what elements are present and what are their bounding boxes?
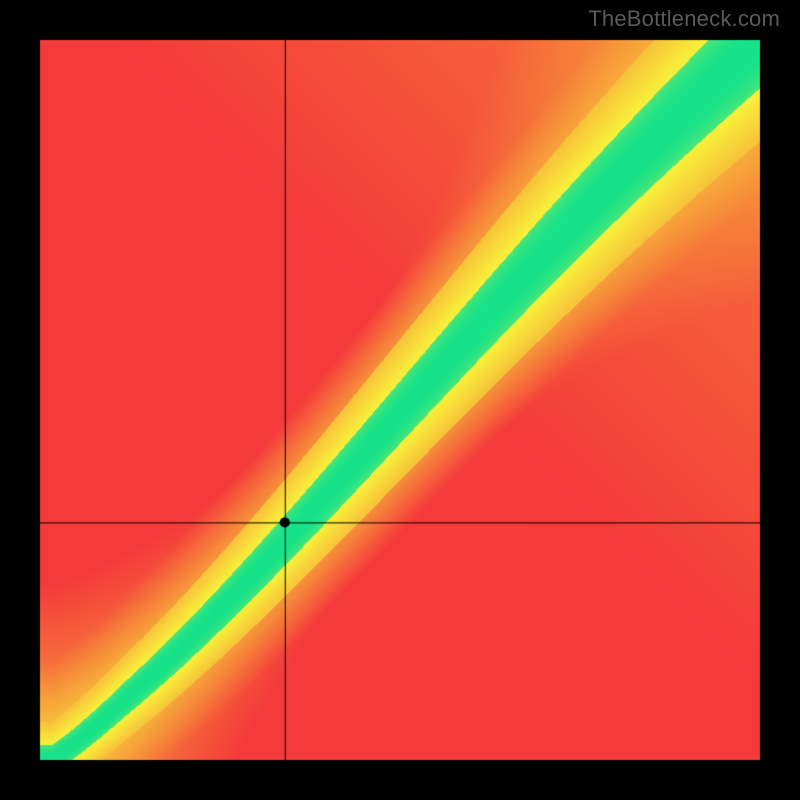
chart-container: TheBottleneck.com	[0, 0, 800, 800]
watermark-text: TheBottleneck.com	[588, 6, 780, 32]
heatmap-canvas	[0, 0, 800, 800]
